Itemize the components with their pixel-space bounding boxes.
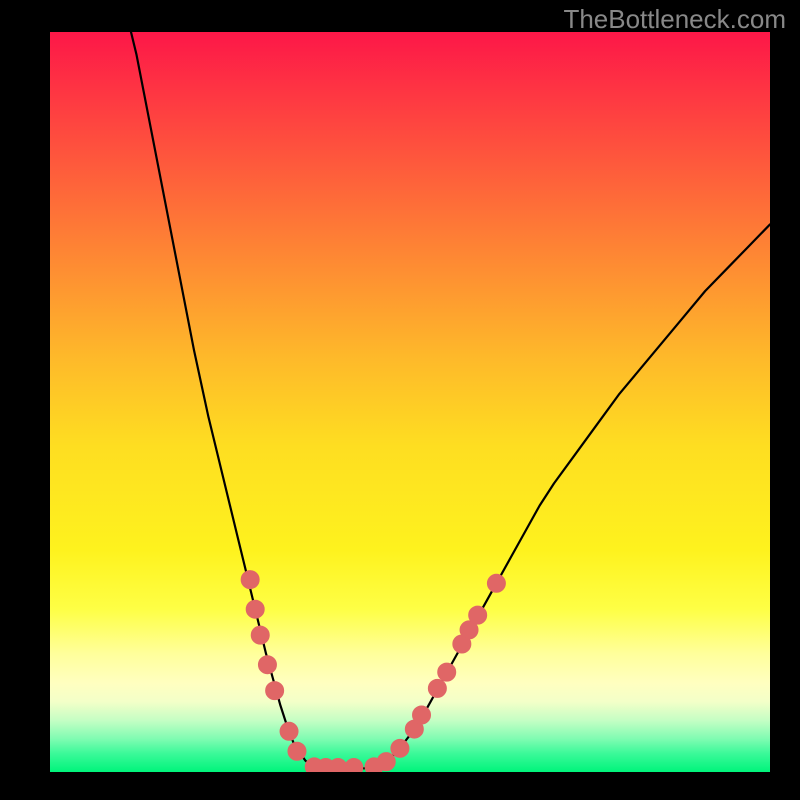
data-marker (280, 722, 298, 740)
data-marker (428, 679, 446, 697)
data-marker (258, 656, 276, 674)
data-marker (413, 706, 431, 724)
data-marker (241, 571, 259, 589)
data-marker (487, 574, 505, 592)
watermark-text: TheBottleneck.com (563, 4, 786, 35)
data-marker (329, 759, 347, 772)
data-marker (345, 759, 363, 772)
data-marker (266, 682, 284, 700)
bottleneck-chart (50, 32, 770, 772)
data-marker (377, 753, 395, 771)
data-marker (469, 606, 487, 624)
data-marker (288, 742, 306, 760)
data-marker (246, 600, 264, 618)
gradient-background (50, 32, 770, 772)
data-marker (391, 739, 409, 757)
data-marker (438, 663, 456, 681)
chart-stage: TheBottleneck.com (0, 0, 800, 800)
data-marker (251, 626, 269, 644)
